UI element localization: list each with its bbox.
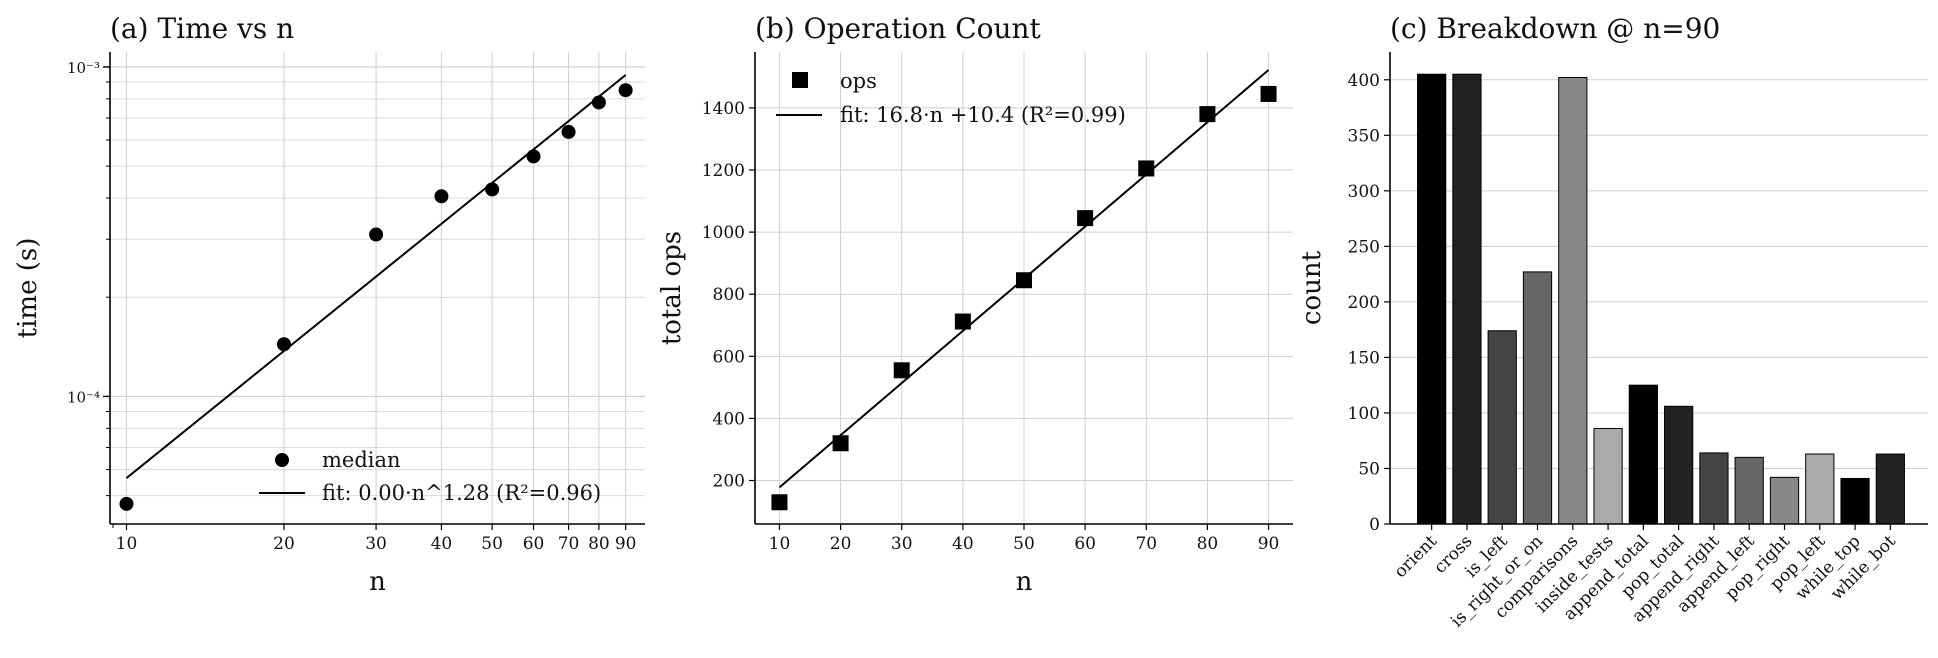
bar-inside-tests — [1593, 427, 1623, 525]
ops-point — [771, 494, 788, 511]
x-tick-label: 40 — [952, 534, 974, 554]
panel-a-title: (a) Time vs n — [110, 12, 294, 45]
y-tick-label: 400 — [1348, 71, 1380, 91]
bar-cross — [1452, 73, 1482, 525]
median-point — [369, 227, 384, 242]
ops-point — [1260, 85, 1277, 102]
x-tick-label: 90 — [1258, 534, 1280, 554]
legend-b: ops fit: 16.8·n +10.4 (R²=0.99) — [776, 69, 1126, 127]
x-tick-label: 50 — [1013, 534, 1035, 554]
ops-point — [954, 313, 971, 330]
y-tick-label: 300 — [1348, 182, 1380, 202]
panel-b-title: (b) Operation Count — [755, 12, 1042, 45]
x-tick-label: 40 — [431, 534, 453, 554]
legend-label-median: median — [322, 448, 401, 472]
y-tick-label: 150 — [1348, 348, 1380, 368]
x-tick-label: 70 — [558, 534, 580, 554]
bar-while-bot — [1875, 453, 1905, 525]
y-tick-label: 250 — [1348, 237, 1380, 257]
x-tick-label: 70 — [1135, 534, 1157, 554]
median-point — [276, 337, 291, 352]
x-tick-label: 80 — [1197, 534, 1219, 554]
median-point — [485, 182, 500, 197]
x-tick-label: 60 — [1074, 534, 1096, 554]
median-point — [618, 83, 633, 98]
legend-label-ops: ops — [840, 69, 877, 93]
ops-point — [1138, 160, 1155, 177]
legend-marker-ops — [792, 72, 808, 88]
legend-label-fit: fit: 16.8·n +10.4 (R²=0.99) — [840, 103, 1126, 127]
y-tick-label: 100 — [1348, 404, 1380, 424]
y-axis-label: count — [1297, 250, 1327, 325]
x-tick-label: 10 — [769, 534, 791, 554]
bar-pop-total — [1664, 405, 1694, 525]
y-tick-label: 350 — [1348, 126, 1380, 146]
y-tick-label: 600 — [713, 347, 745, 367]
panel-c: (c) Breakdown @ n=90 0 50 100 150 200 250 300 3… — [1297, 12, 1928, 631]
panel-b: (b) Operation Count 10 20 30 40 50 60 70 80 90 20… — [657, 12, 1293, 597]
bar-pop-right — [1769, 476, 1800, 525]
y-tick-label: 50 — [1358, 459, 1380, 479]
bar-append-right — [1699, 452, 1729, 525]
bar-is-left — [1487, 330, 1517, 525]
y-tick-label: 10⁻³ — [67, 59, 100, 77]
bar-while-top — [1840, 477, 1870, 525]
x-tick-label: 80 — [588, 534, 610, 554]
x-tick-label: 30 — [365, 534, 387, 554]
legend-a: median fit: 0.00·n^1.28 (R²=0.96) — [259, 448, 601, 505]
bar-append-total — [1628, 384, 1658, 525]
y-tick-label: 400 — [713, 409, 745, 429]
ops-point — [1199, 106, 1216, 123]
legend-marker-median — [275, 453, 289, 467]
y-axis-label: total ops — [657, 231, 687, 345]
x-tick-label: 20 — [273, 534, 295, 554]
y-tick-label: 0 — [1369, 515, 1380, 535]
y-axis-label: time (s) — [13, 238, 43, 339]
y-tick-label: 10⁻⁴ — [67, 388, 100, 406]
x-tick-label: 10 — [116, 534, 138, 554]
y-tick-label: 1200 — [702, 161, 745, 181]
x-tick-label: 50 — [481, 534, 503, 554]
y-tick-label: 800 — [713, 285, 745, 305]
x-tick-label: 30 — [891, 534, 913, 554]
ops-point — [1016, 272, 1032, 289]
x-tick-label: orient — [1391, 531, 1442, 582]
y-tick-label: 200 — [1348, 293, 1380, 313]
ops-point — [832, 435, 849, 452]
ops-point — [893, 362, 910, 379]
bar-comparisons — [1558, 77, 1588, 525]
fit-line — [125, 74, 627, 479]
x-axis-label: n — [369, 567, 386, 597]
median-point — [591, 95, 606, 110]
bar-is-right-or-on — [1522, 271, 1553, 525]
median-point — [561, 124, 576, 139]
median-point — [434, 189, 449, 204]
ops-point — [1077, 210, 1094, 227]
median-point — [526, 149, 541, 164]
y-tick-label: 200 — [713, 472, 745, 492]
median-point — [119, 496, 134, 511]
x-tick-label: 20 — [830, 534, 852, 554]
x-tick-label: 90 — [615, 534, 637, 554]
x-axis-label: n — [1016, 567, 1033, 597]
x-tick-label: 60 — [523, 534, 545, 554]
bar-orient — [1417, 73, 1447, 525]
panel-c-title: (c) Breakdown @ n=90 — [1390, 12, 1720, 45]
y-tick-label: 1000 — [702, 223, 745, 243]
bar-append-left — [1734, 456, 1764, 525]
panel-a: (a) Time vs n 10 20 30 40 50 60 70 80 90 10⁻⁴ 10⁻³… — [13, 12, 645, 597]
bar-pop-left — [1805, 453, 1835, 525]
y-tick-label: 1400 — [702, 99, 745, 119]
legend-label-fit: fit: 0.00·n^1.28 (R²=0.96) — [322, 481, 601, 505]
